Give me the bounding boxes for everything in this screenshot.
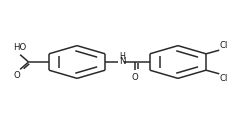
Text: O: O (132, 73, 139, 82)
Text: Cl: Cl (220, 74, 228, 83)
Text: N: N (119, 58, 125, 66)
Text: Cl: Cl (220, 41, 228, 50)
Text: O: O (14, 71, 21, 80)
Text: HO: HO (14, 43, 27, 52)
Text: H: H (120, 52, 125, 61)
